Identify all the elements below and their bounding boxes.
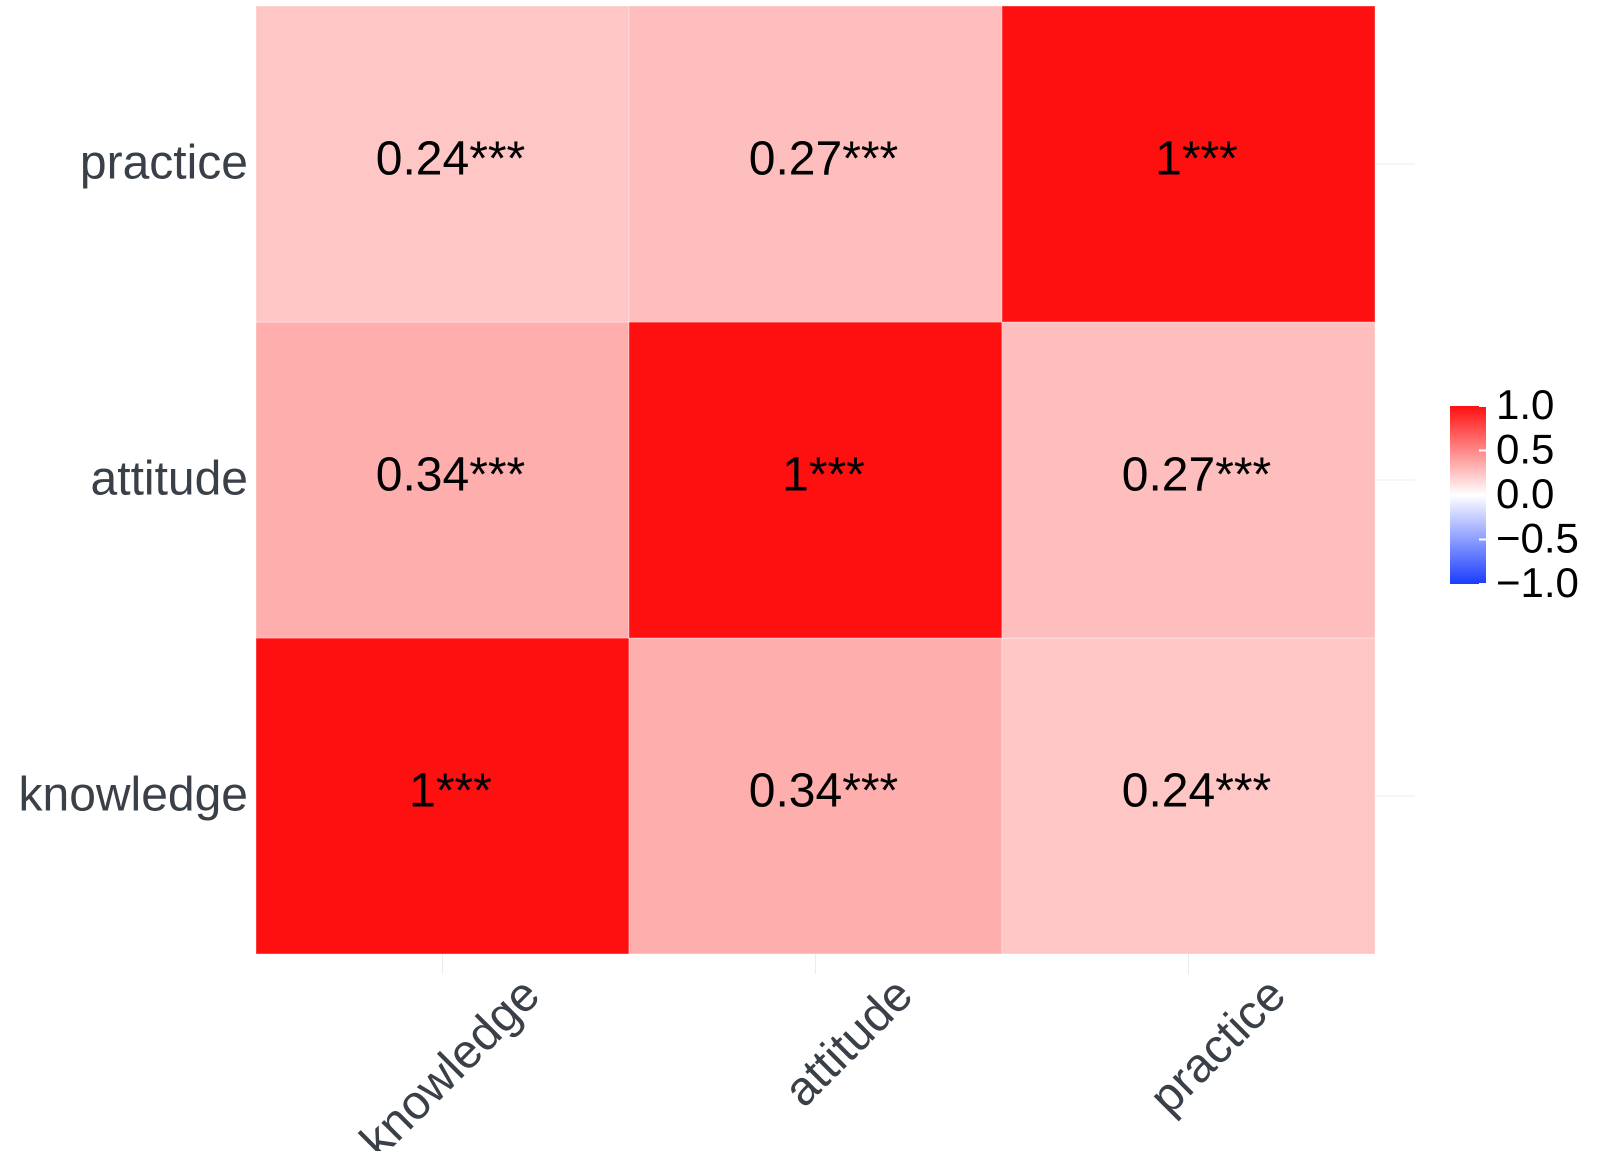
heatmap-cells <box>255 5 1376 955</box>
legend-tick-label: 0.5 <box>1496 426 1554 473</box>
cell-label: 0.24*** <box>1122 765 1271 818</box>
heatmap-cell-practice-knowledge <box>255 5 630 323</box>
legend-tick-label: −0.5 <box>1496 515 1579 562</box>
heatmap-cell-knowledge-attitude <box>628 637 1003 955</box>
heatmap-cell-attitude-practice <box>1001 321 1376 639</box>
legend-tick-label: 1.0 <box>1496 381 1554 428</box>
cell-labels: 1*** 0.34*** 0.24*** 0.34*** 1*** 0.27*** 0.24… <box>376 133 1271 818</box>
cell-label: 1*** <box>409 765 492 818</box>
x-tick-label: knowledge <box>350 968 550 1151</box>
cell-label: 0.24*** <box>376 133 525 186</box>
x-tick-label: practice <box>1140 968 1296 1124</box>
x-axis: knowledge attitude practice <box>350 968 1296 1151</box>
y-tick-label: knowledge <box>19 769 249 822</box>
legend-tick-label: −1.0 <box>1496 559 1579 606</box>
cell-label: 0.34*** <box>749 765 898 818</box>
heatmap-cell-practice-attitude <box>628 5 1003 323</box>
cell-label: 0.27*** <box>1122 449 1271 502</box>
y-axis: knowledge attitude practice <box>19 137 249 822</box>
y-tick-label: attitude <box>91 453 248 506</box>
cell-label: 0.27*** <box>749 133 898 186</box>
heatmap-cell-attitude-attitude <box>628 321 1003 639</box>
heatmap-cell-practice-practice <box>1001 5 1376 323</box>
heatmap-cell-knowledge-knowledge <box>255 637 630 955</box>
cell-label: 1*** <box>1155 133 1238 186</box>
cell-label: 0.34*** <box>376 449 525 502</box>
cell-label: 1*** <box>782 449 865 502</box>
heatmap-cell-knowledge-practice <box>1001 637 1376 955</box>
x-tick-label: attitude <box>774 968 923 1117</box>
color-legend: 1.00.50.0−0.5−1.0 <box>1450 381 1579 606</box>
legend-tick-label: 0.0 <box>1496 470 1554 517</box>
y-tick-label: practice <box>80 137 248 190</box>
